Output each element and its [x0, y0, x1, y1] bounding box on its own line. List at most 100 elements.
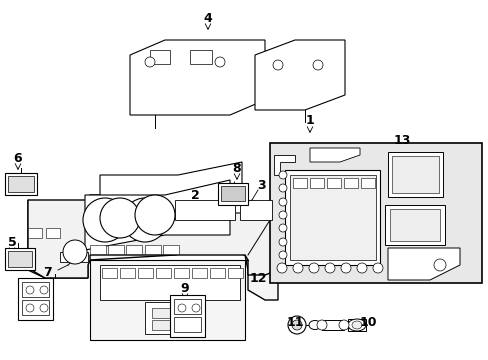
- Bar: [292, 178, 306, 188]
- Circle shape: [63, 240, 87, 264]
- Circle shape: [279, 224, 286, 232]
- Text: 10: 10: [359, 315, 376, 328]
- Bar: [28, 228, 42, 238]
- Bar: [145, 245, 161, 254]
- Ellipse shape: [351, 321, 361, 329]
- Circle shape: [279, 171, 286, 179]
- Bar: [145, 302, 204, 334]
- Bar: [120, 268, 135, 278]
- Bar: [22, 300, 49, 315]
- Polygon shape: [85, 180, 229, 250]
- Bar: [18, 278, 53, 320]
- Polygon shape: [28, 195, 278, 278]
- Bar: [289, 175, 375, 260]
- Bar: [347, 319, 365, 331]
- Bar: [269, 143, 481, 283]
- Bar: [285, 170, 379, 265]
- Bar: [174, 268, 189, 278]
- Circle shape: [433, 259, 445, 271]
- Text: 6: 6: [14, 152, 22, 165]
- Circle shape: [292, 263, 303, 273]
- Bar: [209, 268, 224, 278]
- Circle shape: [279, 184, 286, 192]
- Circle shape: [26, 286, 34, 294]
- Bar: [309, 178, 324, 188]
- Bar: [321, 320, 343, 330]
- Polygon shape: [130, 40, 264, 115]
- Bar: [138, 268, 153, 278]
- Bar: [192, 268, 206, 278]
- Bar: [22, 282, 49, 297]
- Circle shape: [340, 263, 350, 273]
- Circle shape: [178, 304, 185, 312]
- Polygon shape: [254, 40, 345, 110]
- Bar: [174, 317, 201, 332]
- Bar: [152, 320, 172, 330]
- Text: 11: 11: [285, 315, 303, 328]
- Bar: [227, 268, 243, 278]
- Bar: [60, 252, 88, 262]
- Bar: [8, 176, 34, 192]
- Text: 5: 5: [8, 235, 16, 248]
- Circle shape: [215, 57, 224, 67]
- Bar: [221, 186, 244, 201]
- Circle shape: [135, 195, 175, 235]
- Text: 1: 1: [305, 113, 314, 126]
- Text: 3: 3: [257, 179, 266, 192]
- Text: 4: 4: [203, 12, 212, 24]
- Bar: [152, 308, 172, 318]
- Bar: [240, 200, 271, 220]
- Text: 9: 9: [181, 282, 189, 294]
- Bar: [46, 228, 60, 238]
- Bar: [126, 245, 142, 254]
- Bar: [108, 245, 124, 254]
- Circle shape: [123, 198, 167, 242]
- Circle shape: [279, 198, 286, 206]
- Bar: [218, 183, 247, 205]
- Bar: [391, 156, 438, 193]
- Text: 13: 13: [392, 134, 410, 147]
- Ellipse shape: [316, 320, 326, 330]
- Bar: [175, 200, 235, 220]
- Circle shape: [279, 238, 286, 246]
- Bar: [389, 209, 439, 241]
- Circle shape: [279, 251, 286, 259]
- Bar: [190, 50, 212, 64]
- Bar: [150, 50, 170, 64]
- Circle shape: [40, 304, 48, 312]
- Circle shape: [372, 263, 382, 273]
- Polygon shape: [273, 155, 294, 175]
- Bar: [174, 299, 201, 314]
- Bar: [102, 268, 117, 278]
- Polygon shape: [100, 162, 242, 228]
- Bar: [100, 265, 240, 300]
- Bar: [170, 295, 204, 337]
- Circle shape: [287, 316, 305, 334]
- Polygon shape: [28, 200, 278, 300]
- Bar: [326, 178, 340, 188]
- Bar: [343, 178, 357, 188]
- Bar: [5, 248, 35, 270]
- Text: 7: 7: [43, 266, 52, 279]
- Circle shape: [100, 198, 140, 238]
- Circle shape: [291, 320, 302, 330]
- Text: 8: 8: [232, 162, 241, 175]
- Circle shape: [308, 263, 318, 273]
- Bar: [156, 268, 171, 278]
- Polygon shape: [387, 248, 459, 280]
- Bar: [360, 178, 374, 188]
- Circle shape: [276, 263, 286, 273]
- Ellipse shape: [347, 319, 365, 331]
- Bar: [387, 152, 442, 197]
- Circle shape: [272, 60, 283, 70]
- Text: 12: 12: [249, 271, 266, 284]
- Bar: [5, 173, 37, 195]
- Polygon shape: [309, 148, 359, 162]
- Bar: [163, 245, 179, 254]
- Ellipse shape: [308, 320, 320, 329]
- Circle shape: [145, 57, 155, 67]
- Circle shape: [83, 198, 127, 242]
- Circle shape: [26, 304, 34, 312]
- Bar: [90, 245, 106, 254]
- Ellipse shape: [338, 320, 348, 330]
